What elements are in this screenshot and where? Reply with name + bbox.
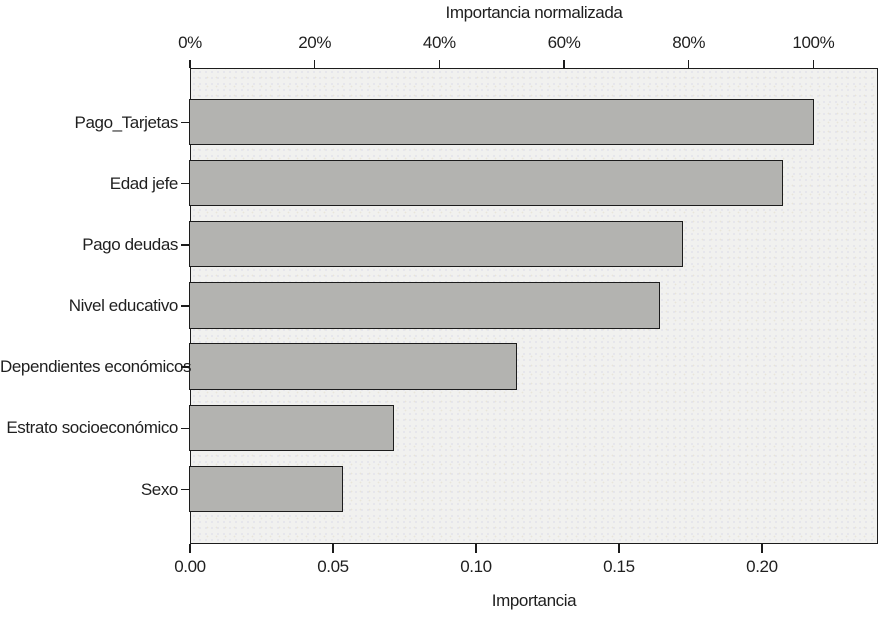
category-label-pago-deudas: Pago deudas <box>82 234 178 254</box>
category-label-edad-jefe: Edad jefe <box>109 173 179 193</box>
top-axis-tick-label: 80% <box>672 33 706 52</box>
category-label-sexo: Sexo <box>140 479 179 499</box>
top-axis-tick-label: 100% <box>792 33 835 52</box>
category-label-nivel-educativo: Nivel educativo <box>68 296 179 315</box>
chart-title: Importancia normalizada <box>445 3 623 22</box>
category-tick <box>181 121 190 124</box>
top-axis-tick <box>313 59 316 68</box>
bottom-axis-tick-label: 0.10 <box>460 557 492 576</box>
bottom-axis-tick-label: 0.15 <box>603 557 635 576</box>
category-label-estrato-socioeconomico: Estrato socioeconómico <box>6 418 178 438</box>
top-axis-tick <box>563 59 565 68</box>
bar-estrato-socioeconomico <box>189 404 395 451</box>
category-tick <box>181 366 190 368</box>
category-label-pago-tarjetas: Pago_Tarjetas <box>74 112 179 132</box>
x-axis-label: Importancia <box>491 591 577 610</box>
category-label-dependientes-economicos: Dependientes económicos <box>0 357 192 377</box>
bottom-axis-tick-label: 0.20 <box>746 557 778 576</box>
category-tick <box>181 244 190 246</box>
bar-sexo <box>189 465 343 513</box>
bottom-axis-tick <box>618 544 620 553</box>
top-axis-tick-label: 0% <box>178 33 202 52</box>
top-axis-tick-label: 20% <box>298 33 332 52</box>
bottom-axis-tick <box>189 544 191 553</box>
top-axis-tick <box>189 59 191 68</box>
bar-pago-deudas <box>189 220 683 268</box>
bar-dependientes-economicos <box>189 343 517 390</box>
bottom-axis-tick <box>475 544 477 553</box>
top-axis-tick <box>687 59 690 68</box>
top-axis-tick-label: 60% <box>547 33 581 52</box>
category-tick <box>181 182 190 185</box>
top-axis-tick <box>812 59 815 68</box>
plot-area <box>189 68 878 544</box>
bottom-axis-tick-label: 0.05 <box>317 557 349 576</box>
bar-edad-jefe <box>189 159 783 207</box>
bar-pago-tarjetas <box>189 98 815 146</box>
category-tick <box>181 427 190 430</box>
bottom-axis-tick <box>761 544 763 553</box>
category-tick <box>181 488 190 491</box>
bottom-axis-tick <box>332 544 334 553</box>
bottom-axis-tick-label: 0.00 <box>174 557 206 576</box>
category-tick <box>181 305 190 307</box>
bar-nivel-educativo <box>189 282 660 329</box>
top-axis-tick <box>438 59 441 68</box>
top-axis-tick-label: 40% <box>422 33 456 52</box>
